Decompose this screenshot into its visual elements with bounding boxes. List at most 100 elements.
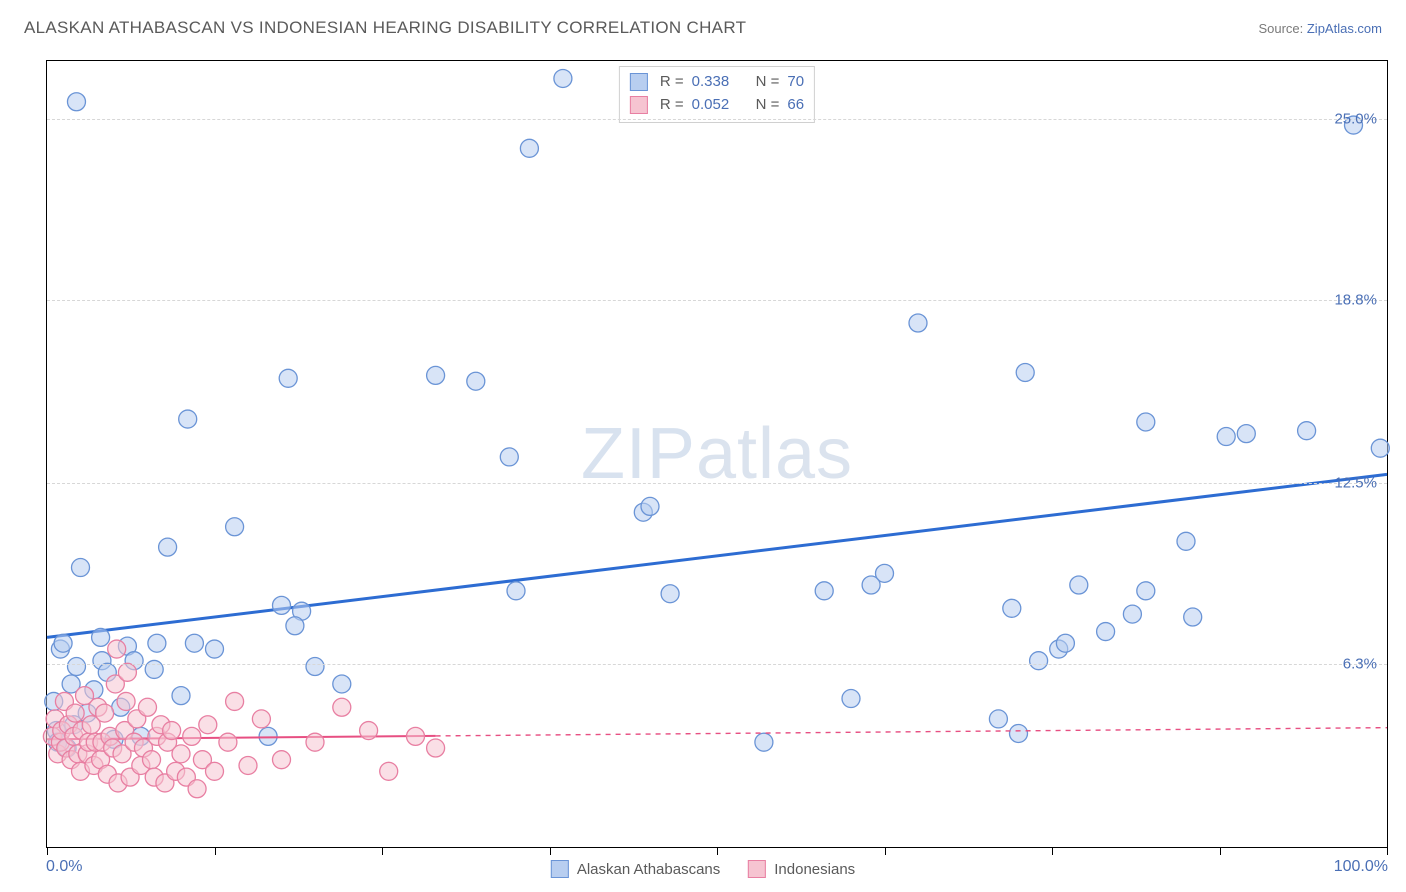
- data-point: [172, 745, 190, 763]
- chart-title: ALASKAN ATHABASCAN VS INDONESIAN HEARING…: [24, 18, 746, 38]
- data-point: [1097, 623, 1115, 641]
- n-label: N =: [756, 71, 780, 94]
- trend-line-dashed: [436, 728, 1387, 736]
- data-point: [1123, 605, 1141, 623]
- gridline: [47, 483, 1387, 484]
- data-point: [118, 663, 136, 681]
- source-prefix: Source:: [1258, 21, 1306, 36]
- data-point: [67, 93, 85, 111]
- data-point: [427, 366, 445, 384]
- data-point: [427, 739, 445, 757]
- data-point: [279, 369, 297, 387]
- data-point: [92, 628, 110, 646]
- data-point: [380, 762, 398, 780]
- data-point: [661, 585, 679, 603]
- x-tick: [382, 847, 383, 855]
- data-point: [520, 139, 538, 157]
- data-point: [185, 634, 203, 652]
- data-point: [1056, 634, 1074, 652]
- data-point: [54, 634, 72, 652]
- y-tick-label: 18.8%: [1334, 291, 1377, 308]
- data-point: [1030, 652, 1048, 670]
- data-point: [467, 372, 485, 390]
- legend-swatch: [748, 860, 766, 878]
- data-point: [273, 751, 291, 769]
- y-tick-label: 25.0%: [1334, 111, 1377, 128]
- x-tick: [550, 847, 551, 855]
- gridline: [47, 119, 1387, 120]
- data-point: [1010, 724, 1028, 742]
- data-point: [1371, 439, 1389, 457]
- x-tick: [717, 847, 718, 855]
- gridline: [47, 300, 1387, 301]
- data-point: [407, 727, 425, 745]
- data-point: [306, 733, 324, 751]
- n-value: 70: [787, 71, 804, 94]
- data-point: [306, 658, 324, 676]
- data-point: [1137, 413, 1155, 431]
- data-point: [554, 69, 572, 87]
- data-point: [333, 675, 351, 693]
- data-point: [1237, 425, 1255, 443]
- data-point: [1016, 363, 1034, 381]
- legend-row: R =0.052N =66: [630, 94, 804, 117]
- data-point: [159, 538, 177, 556]
- data-point: [1298, 422, 1316, 440]
- legend-label: Indonesians: [774, 861, 855, 878]
- data-point: [1003, 599, 1021, 617]
- legend-swatch: [551, 860, 569, 878]
- data-point: [188, 780, 206, 798]
- r-label: R =: [660, 71, 684, 94]
- legend-item: Alaskan Athabascans: [551, 860, 720, 878]
- series-legend: Alaskan Athabascans Indonesians: [551, 860, 855, 878]
- chart-area: ZIPatlas R =0.338N =70R =0.052N =66 6.3%…: [46, 60, 1388, 848]
- data-point: [252, 710, 270, 728]
- data-point: [143, 751, 161, 769]
- r-value: 0.338: [692, 71, 744, 94]
- legend-row: R = 0.338 N = 70: [630, 71, 804, 94]
- r-label: R =: [660, 94, 684, 117]
- data-point: [641, 497, 659, 515]
- data-point: [333, 698, 351, 716]
- data-point: [1184, 608, 1202, 626]
- data-point: [1070, 576, 1088, 594]
- source-attribution: Source: ZipAtlas.com: [1258, 21, 1382, 36]
- data-point: [1177, 532, 1195, 550]
- data-point: [360, 722, 378, 740]
- legend-swatch: [630, 96, 648, 114]
- data-point: [239, 756, 257, 774]
- data-point: [226, 518, 244, 536]
- data-point: [72, 559, 90, 577]
- x-tick: [1052, 847, 1053, 855]
- x-tick: [1220, 847, 1221, 855]
- gridline: [47, 664, 1387, 665]
- x-tick: [1387, 847, 1388, 855]
- data-point: [183, 727, 201, 745]
- data-point: [163, 722, 181, 740]
- x-tick: [47, 847, 48, 855]
- data-point: [1137, 582, 1155, 600]
- data-point: [172, 687, 190, 705]
- data-point: [179, 410, 197, 428]
- data-point: [226, 692, 244, 710]
- x-axis-min-label: 0.0%: [46, 858, 82, 876]
- data-point: [139, 698, 157, 716]
- legend-label: Alaskan Athabascans: [577, 861, 720, 878]
- source-link[interactable]: ZipAtlas.com: [1307, 21, 1382, 36]
- n-value: 66: [787, 94, 804, 117]
- data-point: [199, 716, 217, 734]
- data-point: [842, 690, 860, 708]
- data-point: [1217, 428, 1235, 446]
- data-point: [507, 582, 525, 600]
- data-point: [989, 710, 1007, 728]
- data-point: [876, 564, 894, 582]
- legend-item: Indonesians: [748, 860, 855, 878]
- data-point: [273, 596, 291, 614]
- y-tick-label: 6.3%: [1343, 655, 1377, 672]
- x-tick: [215, 847, 216, 855]
- r-value: 0.052: [692, 94, 744, 117]
- data-point: [500, 448, 518, 466]
- data-point: [219, 733, 237, 751]
- data-point: [206, 640, 224, 658]
- data-point: [108, 640, 126, 658]
